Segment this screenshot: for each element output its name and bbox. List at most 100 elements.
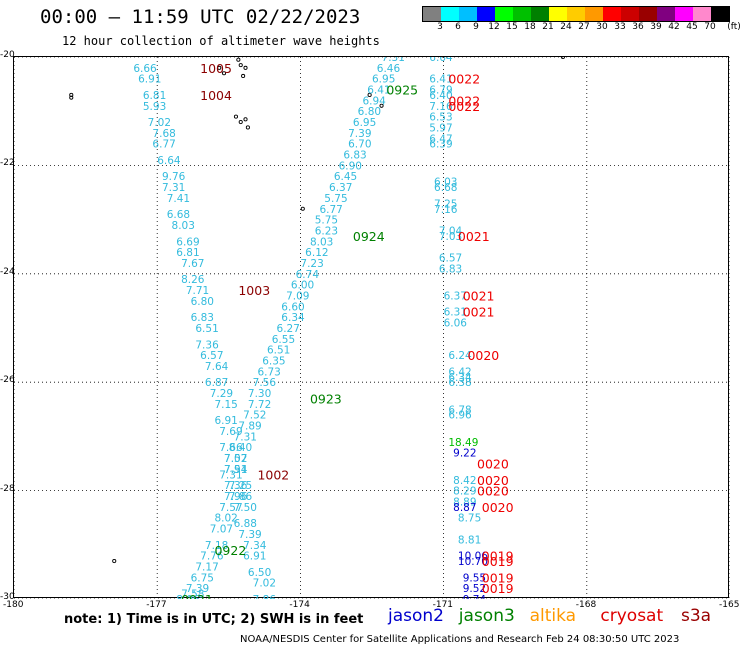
longitude-label: -165 bbox=[719, 600, 740, 610]
wave-height-label: 6.77 bbox=[319, 204, 342, 216]
island-outline bbox=[238, 63, 243, 68]
wave-height-label: 7.76 bbox=[200, 551, 224, 563]
wave-height-label: 6.39 bbox=[429, 139, 452, 151]
wave-height-label: 6.80 bbox=[191, 296, 214, 308]
color-swatch bbox=[531, 7, 549, 21]
wave-height-label: 6.95 bbox=[372, 74, 395, 86]
satellite-legend-s3a: s3a bbox=[681, 606, 712, 626]
wave-height-label: 6.74 bbox=[296, 269, 320, 281]
wave-height-label: 7.16 bbox=[429, 101, 453, 113]
wave-height-label: 8.02 bbox=[214, 513, 237, 525]
wave-height-label: 6.23 bbox=[315, 225, 338, 237]
color-swatch bbox=[459, 7, 477, 21]
wave-height-label: 7.31 bbox=[382, 57, 405, 64]
longitude-label: -171 bbox=[432, 600, 454, 610]
chart-subtitle: 12 hour collection of altimeter wave hei… bbox=[62, 34, 380, 48]
color-swatch bbox=[621, 7, 639, 21]
footnote: note: 1) Time is in UTC; 2) SWH is in fe… bbox=[64, 612, 364, 627]
wave-height-label: 6.96 bbox=[448, 410, 472, 422]
wave-height-label: 7.58 bbox=[181, 589, 204, 599]
wave-height-label: 7.34 bbox=[243, 540, 267, 552]
wave-height-label: 6.00 bbox=[291, 280, 314, 292]
wave-height-label: 5.93 bbox=[143, 101, 166, 113]
color-scale-tick: 18 bbox=[524, 22, 536, 32]
wave-height-label: 6.38 bbox=[448, 377, 471, 389]
island-outline bbox=[112, 559, 117, 564]
wave-height-label: 8.42 bbox=[453, 475, 476, 487]
wave-height-label: 6.55 bbox=[272, 334, 295, 346]
pass-time-label: 1005 bbox=[200, 61, 232, 76]
pass-time-label: 0925 bbox=[386, 83, 418, 98]
wave-height-label: 6.94 bbox=[362, 95, 386, 107]
wave-height-label: 7.04 bbox=[439, 225, 463, 237]
wave-height-label: 6.70 bbox=[348, 139, 371, 151]
pass-time-label: 0921 bbox=[181, 592, 213, 599]
color-swatch bbox=[423, 7, 441, 21]
wave-height-label: 7.39 bbox=[186, 583, 209, 595]
wave-height-label: 6.87 bbox=[205, 377, 228, 389]
wave-height-label: 6.81 bbox=[143, 90, 166, 102]
wave-height-label: 6.73 bbox=[257, 366, 280, 378]
wave-height-label: 7.25 bbox=[229, 480, 252, 492]
wave-height-label: 7.36 bbox=[195, 339, 219, 351]
wave-height-label: 7.51 bbox=[224, 464, 247, 476]
wave-height-label: 6.64 bbox=[429, 57, 453, 64]
wave-height-label: 9.76 bbox=[162, 171, 186, 183]
color-swatch bbox=[441, 7, 459, 21]
wave-height-label: 8.89 bbox=[453, 496, 476, 508]
island-outline bbox=[69, 92, 74, 97]
wave-height-label: 6.68 bbox=[434, 182, 457, 194]
wave-height-label: 7.17 bbox=[195, 561, 218, 573]
wave-height-label: 6.40 bbox=[429, 90, 452, 102]
color-swatch bbox=[657, 7, 675, 21]
wave-height-label: 7.94 bbox=[224, 464, 248, 476]
wave-height-label: 6.66 bbox=[133, 63, 157, 75]
wave-height-label: 6.81 bbox=[176, 247, 199, 259]
island-outline bbox=[69, 95, 74, 100]
color-scale-tick: 12 bbox=[488, 22, 500, 32]
island-outline bbox=[217, 65, 222, 70]
wave-height-label: 6.06 bbox=[444, 318, 468, 330]
pass-time-label: 0022 bbox=[448, 72, 480, 87]
wave-height-label: 7.31 bbox=[219, 469, 242, 481]
satellite-legend-jason2: jason2 bbox=[388, 606, 444, 626]
color-scale-tick: 36 bbox=[632, 22, 644, 32]
wave-height-label: 6.77 bbox=[152, 139, 175, 151]
pass-time-label: 0922 bbox=[214, 543, 246, 558]
color-scale-bar bbox=[422, 6, 730, 22]
wave-height-label: 7.41 bbox=[167, 193, 190, 205]
island-outline bbox=[221, 71, 227, 76]
wave-height-label: 10.70 bbox=[458, 556, 488, 568]
wave-height-label: 6.64 bbox=[157, 155, 181, 167]
color-swatch bbox=[603, 7, 621, 21]
pass-time-label: 0020 bbox=[477, 473, 509, 488]
wave-height-label: 6.51 bbox=[267, 345, 290, 357]
wave-height-label: 6.91 bbox=[243, 551, 266, 563]
wave-height-label: 6.79 bbox=[429, 85, 452, 97]
wave-height-label: 7.18 bbox=[205, 540, 228, 552]
wave-height-label: 7.56 bbox=[253, 377, 277, 389]
pass-time-label: 0019 bbox=[482, 570, 514, 585]
color-swatch bbox=[711, 7, 729, 21]
wave-height-label: 7.39 bbox=[348, 128, 371, 140]
wave-height-label: 8.26 bbox=[181, 274, 205, 286]
wave-height-label: 6.41 bbox=[429, 74, 452, 86]
pass-time-label: 0019 bbox=[482, 581, 514, 596]
wave-height-label: 6.68 bbox=[167, 209, 190, 221]
color-swatch bbox=[585, 7, 603, 21]
wave-height-label: 7.02 bbox=[224, 453, 247, 465]
wave-height-label: 6.37 bbox=[444, 290, 467, 302]
longitude-label: -168 bbox=[575, 600, 597, 610]
latitude-label: -22 bbox=[0, 158, 15, 169]
color-swatch bbox=[513, 7, 531, 21]
wave-height-label: 7.29 bbox=[210, 388, 233, 400]
wave-height-label: 7.67 bbox=[181, 258, 204, 270]
color-scale-tick: 6 bbox=[455, 22, 461, 32]
wave-height-label: 6.91 bbox=[214, 415, 237, 427]
pass-time-label: 0923 bbox=[310, 391, 342, 406]
wave-height-label: 5.75 bbox=[315, 215, 338, 227]
pass-time-label: 0020 bbox=[482, 500, 514, 515]
wave-height-label: 6.75 bbox=[191, 572, 214, 584]
wave-height-label: 6.69 bbox=[176, 236, 199, 248]
pass-time-label: 0020 bbox=[477, 457, 509, 472]
